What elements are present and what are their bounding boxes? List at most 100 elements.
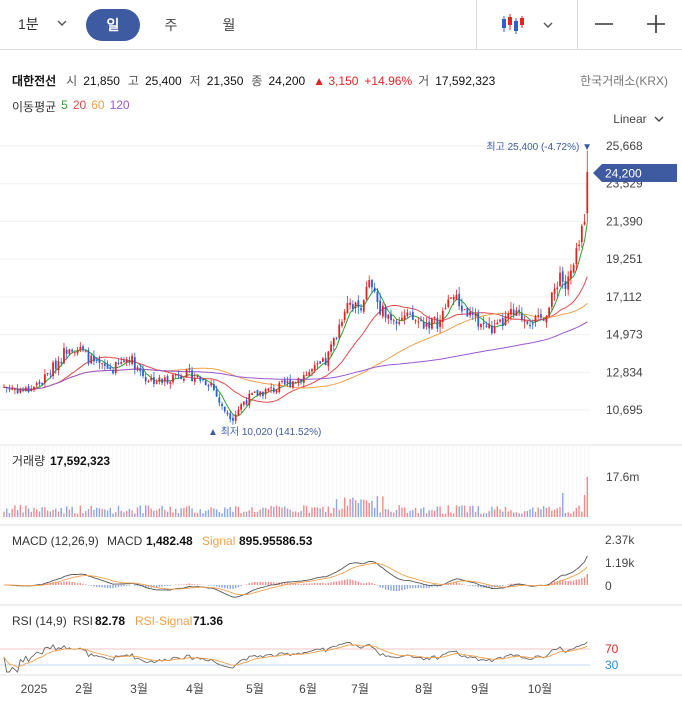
- macd-histogram-bar: [234, 585, 237, 589]
- volume-bar: [319, 508, 321, 517]
- volume-bar: [286, 508, 289, 517]
- scale-dropdown[interactable]: Linear: [613, 112, 664, 126]
- candle-body: [185, 369, 188, 378]
- candle-body: [327, 351, 330, 367]
- candle-body: [444, 308, 447, 310]
- volume-bar: [136, 507, 139, 517]
- macd-signal-line: [4, 562, 588, 596]
- volume-bar: [507, 511, 509, 517]
- volume-bar: [540, 509, 542, 517]
- volume-bar: [453, 513, 455, 517]
- candle-body: [101, 363, 104, 365]
- macd-histogram-bar: [518, 583, 520, 585]
- macd-histogram-bar: [343, 579, 346, 585]
- volume-value: 17,592,323: [435, 74, 496, 88]
- volume-panel-value: 17,592,323: [50, 454, 110, 468]
- macd-histogram-bar: [512, 583, 515, 585]
- volume-bar: [562, 493, 564, 517]
- macd-histogram-bar: [311, 583, 313, 585]
- candle-body: [242, 401, 245, 405]
- candle-body: [245, 400, 248, 405]
- candle-body: [431, 318, 433, 329]
- candle-body: [114, 361, 117, 374]
- rsi-signal-value: 71.36: [193, 614, 223, 628]
- volume-bar: [139, 505, 141, 517]
- volume-bar: [409, 510, 411, 517]
- macd-histogram-bar: [474, 585, 477, 587]
- moving-average-legend[interactable]: 이동평균 5 20 60 120: [12, 98, 130, 115]
- price-tick-label: 12,834: [606, 365, 643, 379]
- volume-bar: [523, 511, 526, 517]
- time-tick-label: 10월: [528, 682, 552, 696]
- macd-histogram-bar: [390, 585, 392, 591]
- period-low-note: ▲ 최저 10,020 (141.52%): [208, 426, 321, 438]
- candle-body: [540, 314, 542, 318]
- candle-body: [354, 302, 357, 309]
- macd-histogram-bar: [551, 582, 553, 585]
- candle-body: [161, 378, 163, 383]
- candle-body: [417, 321, 420, 323]
- ma-60-line: [3, 302, 588, 390]
- candle-body: [221, 403, 223, 406]
- change-percent: +14.96%: [364, 74, 413, 88]
- tab-weekly[interactable]: 주: [164, 17, 178, 33]
- candle-body: [425, 323, 428, 327]
- candle-body: [210, 383, 213, 386]
- volume-bar: [532, 507, 534, 517]
- candle-body: [54, 360, 57, 369]
- candle-body: [147, 381, 150, 383]
- macd-histogram-bar: [270, 581, 272, 585]
- macd-histogram-bar: [289, 583, 291, 585]
- volume-bar: [537, 507, 539, 517]
- volume-bar: [202, 513, 204, 517]
- chart-type-selector[interactable]: [477, 0, 577, 50]
- candle-body: [128, 360, 131, 363]
- chevron-down-icon: [543, 18, 553, 32]
- macd-histogram-bar: [63, 581, 65, 585]
- candle-body: [422, 321, 425, 329]
- tab-monthly[interactable]: 월: [222, 17, 236, 33]
- candle-body: [294, 382, 297, 384]
- candle-body: [488, 323, 491, 329]
- rsi-axis-70: 70: [605, 642, 619, 656]
- volume-bar: [420, 508, 422, 517]
- candle-body: [199, 377, 202, 381]
- candle-body: [531, 323, 534, 325]
- candle-body: [526, 321, 529, 324]
- volume-bar: [556, 508, 558, 517]
- volume-bar: [349, 498, 351, 517]
- candle-body: [477, 313, 480, 327]
- candle-body: [41, 383, 44, 385]
- price-tick-label: 17,112: [606, 290, 642, 304]
- volume-bar: [357, 503, 360, 517]
- macd-histogram-bar: [333, 581, 335, 585]
- candle-body: [68, 349, 71, 354]
- volume-bar: [204, 510, 207, 517]
- zoom-out-button[interactable]: [578, 0, 630, 50]
- volume-bar: [169, 506, 171, 517]
- volume-bar: [76, 513, 79, 517]
- tab-daily[interactable]: 일: [86, 9, 140, 41]
- macd-value: 1,482.48: [146, 534, 193, 548]
- volume-bar: [85, 511, 87, 517]
- stock-name: 대한전선: [12, 74, 57, 88]
- macd-histogram-bar: [218, 585, 221, 588]
- volume-bar: [36, 509, 38, 517]
- macd-histogram-bar: [515, 583, 518, 585]
- volume-bar: [395, 509, 398, 517]
- candle-body: [106, 364, 109, 369]
- interval-dropdown[interactable]: 1분: [18, 14, 67, 34]
- candle-body: [215, 390, 218, 397]
- macd-axis-top: 2.37k: [605, 533, 635, 547]
- volume-bar: [390, 511, 392, 517]
- time-tick-label: 3월: [130, 682, 148, 696]
- toolbar-divider: [577, 0, 578, 50]
- candle-body: [321, 358, 324, 362]
- candle-body: [474, 313, 477, 317]
- volume-bar: [41, 507, 43, 517]
- volume-bar: [510, 510, 512, 517]
- volume-bar: [518, 513, 520, 517]
- zoom-in-button[interactable]: [630, 0, 682, 50]
- volume-bar: [343, 497, 346, 517]
- volume-bar: [109, 507, 111, 517]
